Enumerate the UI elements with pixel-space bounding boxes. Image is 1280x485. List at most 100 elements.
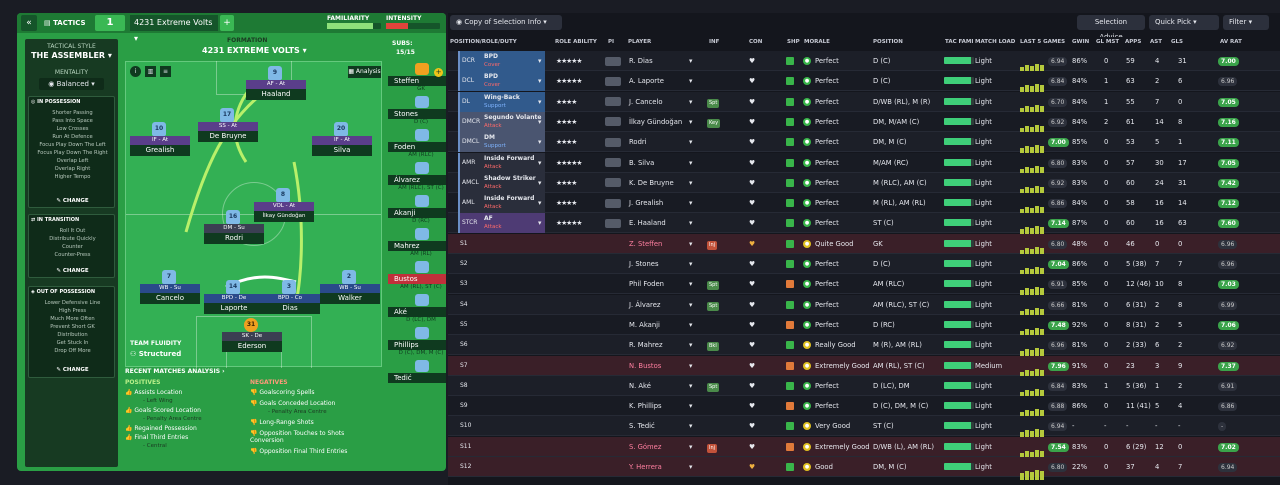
in-possession-change-button[interactable]: ✎ CHANGE xyxy=(56,198,89,204)
chevron-down-icon[interactable]: ▾ xyxy=(689,280,693,289)
table-row[interactable]: S9 K. Phillips ▾ ♥ ● Perfect D (C), DM, M (C) L… xyxy=(448,396,1280,420)
position-role-cell[interactable]: DL Wing-Back Support ▾ xyxy=(458,91,545,112)
column-header[interactable]: GLS xyxy=(1171,39,1183,45)
table-row[interactable]: DCL BPD Cover ▾ ★★★★★ A. Laporte ▾ ♥ ● Perfect D (… xyxy=(448,71,1280,95)
column-header[interactable]: AV RAT xyxy=(1220,39,1242,45)
stats-icon[interactable]: ▥ xyxy=(145,66,156,77)
position-role-cell[interactable]: S7 xyxy=(458,356,545,376)
table-row[interactable]: AML Inside Forward Attack ▾ ★★★★ J. Grealish ▾… xyxy=(448,193,1280,217)
analysis-title[interactable]: RECENT MATCHES ANALYSIS › xyxy=(125,368,225,375)
player-name-cell[interactable]: J. Stones xyxy=(629,254,659,274)
position-role-cell[interactable]: STCR AF Attack ▾ xyxy=(458,213,545,234)
position-role-cell[interactable]: AML Inside Forward Attack ▾ xyxy=(458,193,545,214)
player-name-cell[interactable]: A. Laporte xyxy=(629,71,664,91)
player-name-cell[interactable]: R. Mahrez xyxy=(629,335,663,355)
chevron-down-icon[interactable]: ▾ xyxy=(689,199,693,208)
list-icon[interactable]: ≡ xyxy=(160,66,171,77)
substitute-player[interactable]: Foden AM (RLC) xyxy=(388,129,446,161)
quick-pick-button[interactable]: Quick Pick ▾ xyxy=(1149,15,1219,30)
player-name-cell[interactable]: R. Dias xyxy=(629,51,653,71)
table-row[interactable]: AMCL Shadow Striker Attack ▾ ★★★★ K. De Bruyn… xyxy=(448,172,1280,196)
chevron-down-icon[interactable]: ▾ xyxy=(538,158,542,167)
table-row[interactable]: S2 J. Stones ▾ ♥ ● Perfect D (C) Light 7.04 86% 0 5… xyxy=(448,254,1280,277)
position-role-cell[interactable]: S6 xyxy=(458,335,545,355)
column-header[interactable]: PLAYER xyxy=(628,39,652,45)
formation-name[interactable]: 4231 EXTREME VOLTS ▾ xyxy=(202,46,307,55)
table-row[interactable]: S1 Z. Steffen ▾ Inj ♥ ● Quite Good GK Light 6.80 4… xyxy=(448,233,1280,257)
player-name-cell[interactable]: N. Aké xyxy=(629,376,651,396)
position-role-cell[interactable]: S12 xyxy=(458,457,545,477)
column-header[interactable]: MORALE xyxy=(804,39,830,45)
chevron-down-icon[interactable]: ▾ xyxy=(689,219,693,228)
table-row[interactable]: DCR BPD Cover ▾ ★★★★★ R. Dias ▾ ♥ ● Perfect D (C) L… xyxy=(448,51,1280,74)
position-role-cell[interactable]: S11 xyxy=(458,437,545,457)
pitch-player[interactable]: 3 BPD - Co Dias xyxy=(260,280,320,314)
player-name-cell[interactable]: S. Gómez xyxy=(629,437,661,457)
chevron-down-icon[interactable]: ▾ xyxy=(689,117,693,126)
chevron-down-icon[interactable]: ▾ xyxy=(689,138,693,147)
substitute-player[interactable]: Aké D (LC), DM xyxy=(388,294,446,326)
player-name-cell[interactable]: K. De Bruyne xyxy=(629,173,674,193)
pitch-player[interactable]: 8 VOL - At İlkay Gündoğan xyxy=(254,188,314,222)
player-name-cell[interactable]: S. Tedić xyxy=(629,416,655,436)
pitch-player[interactable]: 2 WB - Su Walker xyxy=(320,270,380,304)
substitute-player[interactable]: Phillips D (C), DM, M (C) xyxy=(388,327,446,359)
position-role-cell[interactable]: S3 xyxy=(458,274,545,294)
tactics-tab[interactable]: ▤ TACTICS xyxy=(44,19,86,27)
analysis-button[interactable]: ▦ Analysis xyxy=(348,66,381,78)
pitch-player[interactable]: 7 WB - Su Cancelo xyxy=(140,270,200,304)
position-role-cell[interactable]: DCL BPD Cover ▾ xyxy=(458,71,545,92)
pitch-player[interactable]: 14 BPD - De Laporte xyxy=(204,280,264,314)
negative-item[interactable]: 👎 Opposition Touches to Shots Conversion xyxy=(250,430,345,444)
chevron-down-icon[interactable]: ▾ xyxy=(538,117,542,126)
table-row[interactable]: S3 Phil Foden ▾ Spt ♥ ● Perfect AM (RLC) Light 6.… xyxy=(448,274,1280,298)
table-row[interactable]: DL Wing-Back Support ▾ ★★★★ J. Cancelo ▾ Spt ♥ ● P… xyxy=(448,91,1280,115)
chevron-down-icon[interactable]: ▾ xyxy=(689,158,693,167)
in-transition-change-button[interactable]: ✎ CHANGE xyxy=(56,268,89,274)
player-name-cell[interactable]: J. Grealish xyxy=(629,193,663,213)
chevron-down-icon[interactable]: ▾ xyxy=(689,381,693,390)
position-role-cell[interactable]: S4 xyxy=(458,295,545,315)
player-name-cell[interactable]: J. Cancelo xyxy=(629,92,663,112)
chevron-down-icon[interactable]: ▾ xyxy=(689,341,693,350)
view-selector[interactable]: ◉ Copy of Selection Info ▾ xyxy=(450,15,562,30)
pitch-player[interactable]: 20 IF - At Silva xyxy=(312,122,372,156)
column-header[interactable]: GL MST xyxy=(1096,39,1120,45)
table-row[interactable]: DMCR Segundo Volante Attack ▾ ★★★★ İlkay Günd… xyxy=(448,111,1280,135)
add-sub-icon[interactable]: + xyxy=(434,68,443,77)
player-name-cell[interactable]: Z. Steffen xyxy=(629,234,662,254)
table-row[interactable]: STCR AF Attack ▾ ★★★★★ E. Haaland ▾ ♥ ● Perfect ST… xyxy=(448,213,1280,237)
pitch-player[interactable]: 10 IF - At Grealish xyxy=(130,122,190,156)
pitch-player[interactable]: 17 SS - At De Bruyne xyxy=(198,108,258,142)
positive-item[interactable]: 👍 Assists Location xyxy=(125,389,183,396)
substitute-player[interactable]: Mahrez AM (RL) xyxy=(388,228,446,260)
table-row[interactable]: S4 J. Álvarez ▾ Spt ♥ ● Perfect AM (RLC), ST (C… xyxy=(448,294,1280,318)
column-header[interactable]: MATCH LOAD xyxy=(975,39,1016,45)
column-header[interactable]: POSITION/ROLE/DUTY xyxy=(450,39,517,45)
column-header[interactable]: PI xyxy=(608,39,615,45)
column-header[interactable]: AST xyxy=(1150,39,1162,45)
position-role-cell[interactable]: DCR BPD Cover ▾ xyxy=(458,51,545,71)
negative-item[interactable]: 👎 Goalscoring Spells xyxy=(250,389,315,396)
position-role-cell[interactable]: S1 xyxy=(458,234,545,254)
chevron-down-icon[interactable]: ▾ xyxy=(689,320,693,329)
table-row[interactable]: S8 N. Aké ▾ Spt ♥ ● Perfect D (LC), DM Light 6.84… xyxy=(448,375,1280,399)
column-header[interactable]: TAC FAMI xyxy=(945,39,974,45)
table-row[interactable]: AMR Inside Forward Attack ▾ ★★★★★ B. Silva ▾ ♥ ●… xyxy=(448,152,1280,176)
positive-item[interactable]: 👍 Regained Possession xyxy=(125,425,197,432)
player-name-cell[interactable]: N. Bustos xyxy=(629,356,661,376)
pitch-player[interactable]: 9 AF - At Haaland xyxy=(246,66,306,100)
out-of-possession-change-button[interactable]: ✎ CHANGE xyxy=(56,367,89,373)
column-header[interactable]: POSITION xyxy=(873,39,903,45)
substitute-player[interactable]: Bustos AM (RL), ST (C) xyxy=(388,261,446,293)
tactical-style-name[interactable]: THE ASSEMBLER ▾ xyxy=(31,51,112,60)
chevron-down-icon[interactable]: ▾ xyxy=(538,138,542,147)
table-row[interactable]: S7 N. Bustos ▾ ♥ ● Extremely Good AM (RL), ST … xyxy=(448,355,1280,379)
mentality-selector[interactable]: ◉ Balanced ▾ xyxy=(39,78,104,90)
pitch-player[interactable]: 16 DM - Su Rodri xyxy=(204,210,264,244)
chevron-down-icon[interactable]: ▾ xyxy=(689,442,693,451)
table-row[interactable]: S5 M. Akanji ▾ ♥ ● Perfect D (RC) Light 7.48 92% 0… xyxy=(448,314,1280,338)
chevron-down-icon[interactable]: ▾ xyxy=(689,77,693,86)
position-role-cell[interactable]: S9 xyxy=(458,396,545,416)
chevron-down-icon[interactable]: ▾ xyxy=(538,178,542,187)
